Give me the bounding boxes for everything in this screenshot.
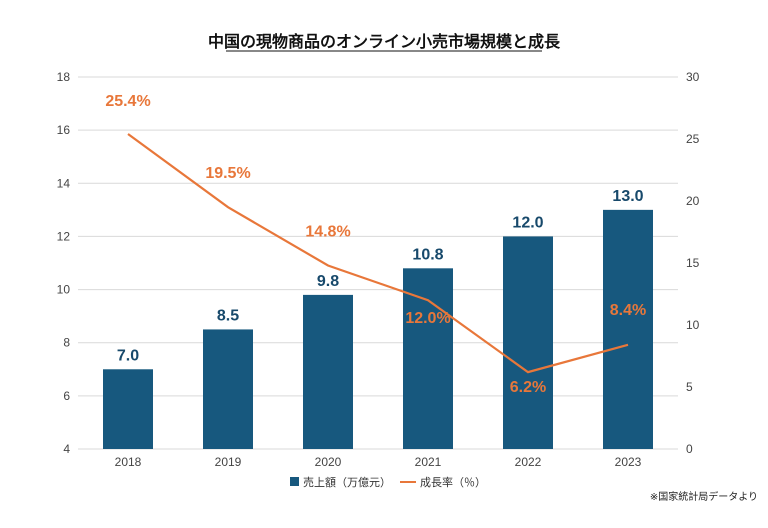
x-tick-label: 2019 [215, 455, 242, 469]
bar [403, 268, 453, 449]
bar-data-label: 12.0 [512, 214, 543, 231]
axis-labels: 4 6 8 10 12 14 16 18 0 5 10 15 20 25 30 2018 2019 2020 202… [57, 70, 700, 469]
y-left-tick-label: 16 [57, 123, 71, 137]
bar-data-label: 7.0 [117, 347, 139, 364]
line-series [127, 133, 629, 374]
y-left-tick-label: 18 [57, 70, 71, 84]
x-tick-label: 2020 [315, 455, 342, 469]
bar-data-label: 10.8 [412, 246, 443, 263]
source-note: ※国家統計局データより [650, 490, 758, 503]
bar [603, 209, 653, 449]
x-tick-label: 2022 [515, 455, 542, 469]
y-left-tick-label: 12 [57, 229, 71, 243]
line-data-label: 25.4% [105, 93, 150, 110]
x-tick-label: 2021 [415, 455, 442, 469]
line-data-label: 12.0% [405, 310, 450, 327]
growth-rate-line [127, 133, 629, 374]
y-right-tick-label: 0 [686, 442, 693, 456]
line-data-label: 6.2% [510, 379, 546, 396]
y-right-tick-label: 25 [686, 132, 700, 146]
y-right-tick-label: 10 [686, 318, 700, 332]
y-left-tick-label: 8 [63, 336, 70, 350]
bar-data-label: 9.8 [317, 273, 339, 290]
bar-series [103, 209, 653, 449]
gridlines [78, 76, 678, 450]
legend: 売上額（万億元） 成長率（％） [290, 475, 486, 489]
line-data-label: 8.4% [610, 302, 646, 319]
bar [103, 369, 153, 449]
line-data-label: 14.8% [305, 223, 350, 240]
legend-bar-swatch [290, 477, 299, 486]
data-labels: 7.0 8.5 9.8 10.8 12.0 13.0 25.4% 19.5% 14.8% 12.0… [105, 93, 646, 396]
x-tick-label: 2023 [615, 455, 642, 469]
y-left-tick-label: 4 [63, 442, 70, 456]
bar [203, 329, 253, 449]
y-left-tick-label: 14 [57, 176, 71, 190]
y-right-tick-label: 30 [686, 70, 700, 84]
y-right-tick-label: 5 [686, 380, 693, 394]
y-right-tick-label: 20 [686, 194, 700, 208]
legend-line-label: 成長率（％） [420, 475, 486, 489]
line-data-label: 19.5% [205, 165, 250, 182]
y-left-tick-label: 10 [57, 283, 71, 297]
bar-data-label: 13.0 [612, 188, 643, 205]
x-tick-label: 2018 [115, 455, 142, 469]
y-left-tick-label: 6 [63, 389, 70, 403]
bar [303, 294, 353, 449]
legend-bar-label: 売上額（万億元） [303, 476, 391, 489]
bar [503, 236, 553, 449]
bar-data-label: 8.5 [217, 307, 239, 324]
chart-title: 中国の現物商品のオンライン小売市場規模と成長 [208, 32, 561, 51]
y-right-tick-label: 15 [686, 256, 700, 270]
